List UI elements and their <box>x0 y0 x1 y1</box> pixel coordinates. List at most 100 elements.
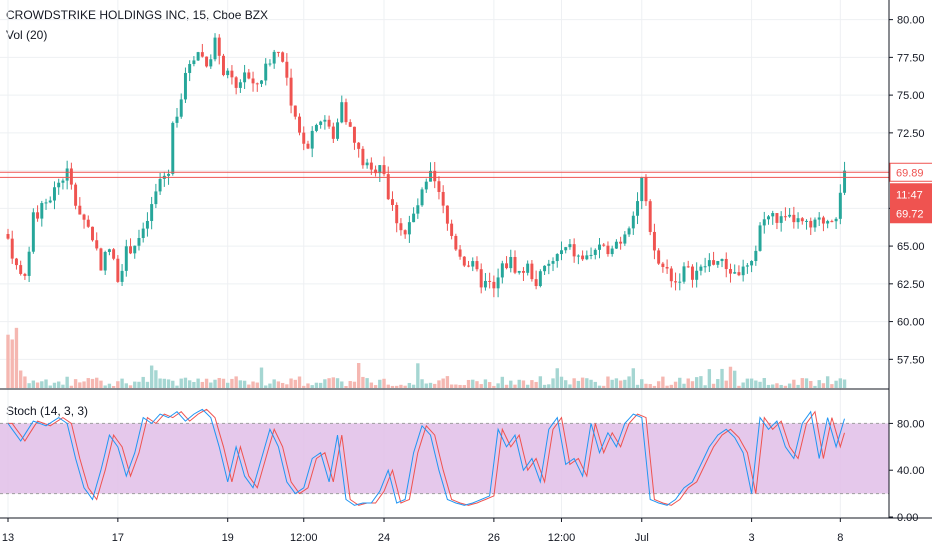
candle <box>458 249 462 257</box>
candle <box>669 268 673 282</box>
volume-bar <box>673 381 678 388</box>
time-tick-label: 8 <box>837 532 843 544</box>
volume-bar <box>741 382 745 388</box>
volume-bar <box>496 383 500 388</box>
candle <box>530 263 534 280</box>
candle <box>728 269 732 274</box>
candle <box>52 187 56 201</box>
volume-bar <box>251 381 255 388</box>
volume-bar <box>141 376 145 388</box>
price-tick-label: 72.50 <box>897 128 925 140</box>
candle <box>559 250 563 255</box>
volume-bar <box>656 381 661 388</box>
volume-bar <box>424 383 428 388</box>
candle <box>555 254 559 262</box>
candle <box>230 70 234 78</box>
volume-bar <box>369 382 374 388</box>
volume-bar <box>57 381 61 388</box>
candle <box>826 221 830 224</box>
candle <box>344 102 348 123</box>
volume-bar <box>318 382 323 388</box>
volume-bar <box>800 378 804 388</box>
candle <box>200 52 204 57</box>
candle <box>281 52 285 62</box>
candle <box>74 184 78 206</box>
volume-bar <box>234 376 238 388</box>
candle <box>243 72 247 83</box>
candle <box>65 168 69 181</box>
candle <box>631 215 635 229</box>
volume-bar <box>200 381 205 388</box>
stoch-tick-label: 0.00 <box>897 512 918 524</box>
volume-bar <box>724 380 728 388</box>
time-tick-label: 12:00 <box>548 532 576 544</box>
volume-bar <box>61 384 65 388</box>
last-price-label: 69.72 <box>896 208 924 220</box>
price-tick-label: 75.00 <box>897 90 925 102</box>
candle <box>158 178 162 192</box>
candle <box>44 202 48 204</box>
volume-bar <box>259 367 264 388</box>
candle <box>505 263 509 269</box>
candle <box>750 261 754 266</box>
candle <box>357 142 361 149</box>
volume-bar <box>69 385 74 388</box>
candle <box>547 263 551 266</box>
volume-bar <box>711 383 716 388</box>
candle <box>238 82 242 88</box>
candle <box>340 102 344 123</box>
volume-bar <box>331 377 336 388</box>
time-tick-label: 3 <box>749 532 755 544</box>
volume-bar <box>813 385 817 388</box>
volume-bar <box>276 381 281 388</box>
candle <box>462 256 466 266</box>
candle <box>648 201 652 232</box>
volume-bar <box>433 383 437 388</box>
volume-bar <box>310 385 314 388</box>
volume-bar <box>23 376 27 388</box>
candle <box>412 213 416 223</box>
candle <box>99 248 103 271</box>
volume-bar <box>817 380 821 388</box>
volume-bar <box>580 377 585 388</box>
candle <box>437 181 441 192</box>
price-tick-label: 62.50 <box>897 279 925 291</box>
volume-bar <box>787 383 792 388</box>
price-tick-label: 57.50 <box>897 354 925 366</box>
volume-bar <box>73 379 78 388</box>
candle <box>543 265 547 272</box>
volume-bar <box>809 380 813 388</box>
candle <box>209 59 213 67</box>
volume-bar <box>403 385 407 388</box>
volume-bar <box>65 376 69 388</box>
resistance-badge-label: 69.89 <box>896 167 924 179</box>
volume-bar <box>720 368 724 388</box>
candle <box>737 272 741 276</box>
volume-bar <box>335 378 340 388</box>
candle <box>445 205 449 224</box>
candle <box>581 255 585 260</box>
volume-bar <box>602 385 606 388</box>
time-tick-label: 12:00 <box>290 532 318 544</box>
volume-bar <box>678 377 682 388</box>
candle <box>488 280 492 282</box>
candle <box>593 249 597 255</box>
candle <box>572 244 576 257</box>
volume-bar <box>585 378 589 388</box>
volume-bar <box>399 384 403 388</box>
candle <box>167 173 171 176</box>
candle <box>27 251 31 276</box>
volume-bar <box>196 378 200 388</box>
volume-bar <box>378 379 382 388</box>
candle <box>255 83 259 85</box>
volume-bar <box>280 382 285 388</box>
candle <box>665 266 669 269</box>
candle <box>268 63 272 65</box>
volume-bar <box>264 385 268 388</box>
volume-bar <box>179 378 183 388</box>
candle <box>420 189 424 206</box>
volume-bar <box>175 385 179 388</box>
candle <box>19 265 23 274</box>
candle <box>234 77 238 88</box>
